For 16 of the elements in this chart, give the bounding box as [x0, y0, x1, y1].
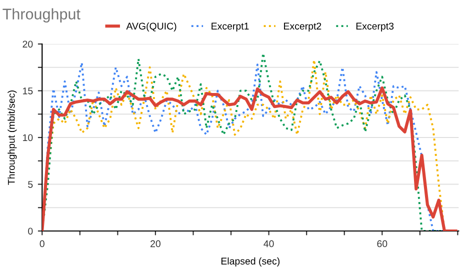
legend-label: AVG(QUIC)	[126, 22, 176, 32]
legend-label: Excerpt2	[284, 22, 322, 32]
x-axis-title: Elapsed (sec)	[221, 257, 280, 266]
x-tick-label: 40	[264, 240, 274, 248]
x-tick-label: 20	[150, 240, 160, 248]
chart-title: Throughput	[2, 8, 80, 22]
y-tick-label: 5	[28, 181, 33, 188]
y-tick-label: 15	[23, 88, 33, 94]
y-tick-label: 0	[28, 228, 33, 235]
x-tick-label: 60	[377, 240, 388, 248]
y-tick-label: 10	[23, 134, 33, 142]
legend-label: Excerpt1	[212, 22, 249, 32]
y-tick-label: 20	[22, 40, 33, 48]
x-tick-label: 0	[40, 240, 44, 248]
y-axis-title: Throughput (mbit/sec)	[8, 90, 17, 185]
legend-label: Excerpt3	[356, 22, 394, 32]
